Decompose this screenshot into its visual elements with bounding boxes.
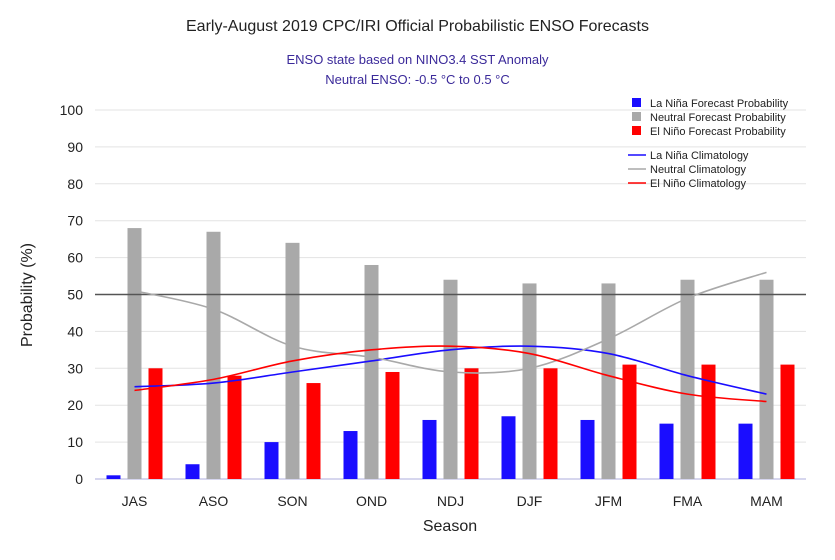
y-tick-label: 10 xyxy=(67,434,83,450)
bar-el-ni-o-forecast-probability xyxy=(622,364,637,479)
x-tick-label: DJF xyxy=(517,493,543,509)
x-tick-label: MAM xyxy=(750,493,783,509)
x-tick-label: ASO xyxy=(199,493,229,509)
chart-subtitle-line-2: Neutral ENSO: -0.5 °C to 0.5 °C xyxy=(325,72,510,87)
legend-label: Neutral Climatology xyxy=(650,164,746,176)
x-tick-label: JAS xyxy=(122,493,148,509)
bar-la-ni-a-forecast-probability xyxy=(185,464,200,479)
line-la-ni-a-climatology xyxy=(134,345,767,395)
bar-el-ni-o-forecast-probability xyxy=(227,375,242,479)
bar-la-ni-a-forecast-probability xyxy=(264,442,279,479)
bar-neutral-forecast-probability xyxy=(206,231,221,479)
line-neutral-climatology xyxy=(134,271,767,374)
bar-la-ni-a-forecast-probability xyxy=(422,419,437,479)
x-tick-label: FMA xyxy=(673,493,703,509)
legend-label: La Niña Climatology xyxy=(650,150,749,162)
bar-el-ni-o-forecast-probability xyxy=(148,368,163,479)
bar-la-ni-a-forecast-probability xyxy=(580,419,595,479)
bar-la-ni-a-forecast-probability xyxy=(501,416,516,479)
bar-el-ni-o-forecast-probability xyxy=(543,368,558,479)
y-tick-label: 0 xyxy=(75,471,83,487)
chart-title: Early-August 2019 CPC/IRI Official Proba… xyxy=(186,18,649,35)
bar-neutral-forecast-probability xyxy=(443,279,458,479)
bar-la-ni-a-forecast-probability xyxy=(343,431,358,479)
legend-label: El Niño Forecast Probability xyxy=(650,126,786,138)
bar-la-ni-a-forecast-probability xyxy=(106,475,121,479)
y-tick-label: 20 xyxy=(67,397,83,413)
bar-neutral-forecast-probability xyxy=(522,283,537,479)
legend-label: La Niña Forecast Probability xyxy=(650,98,789,110)
bar-neutral-forecast-probability xyxy=(759,279,774,479)
legend-label: El Niño Climatology xyxy=(650,178,746,190)
y-tick-label: 100 xyxy=(60,102,84,118)
bar-la-ni-a-forecast-probability xyxy=(659,423,674,479)
y-tick-label: 30 xyxy=(67,360,83,376)
bar-la-ni-a-forecast-probability xyxy=(738,423,753,479)
y-tick-label: 50 xyxy=(67,287,83,303)
x-axis-title: Season xyxy=(423,518,477,535)
chart-subtitle-line-1: ENSO state based on NINO3.4 SST Anomaly xyxy=(286,52,549,67)
y-tick-label: 80 xyxy=(67,176,83,192)
bar-el-ni-o-forecast-probability xyxy=(385,371,400,479)
x-tick-label: OND xyxy=(356,493,387,509)
bar-neutral-forecast-probability xyxy=(364,264,379,479)
x-tick-label: NDJ xyxy=(437,493,464,509)
bar-neutral-forecast-probability xyxy=(127,228,142,479)
y-tick-label: 70 xyxy=(67,213,83,229)
line-el-ni-o-climatology xyxy=(134,345,767,403)
bar-el-ni-o-forecast-probability xyxy=(464,368,479,479)
x-tick-label: SON xyxy=(277,493,307,509)
bar-el-ni-o-forecast-probability xyxy=(701,364,716,479)
y-tick-label: 90 xyxy=(67,139,83,155)
y-tick-label: 40 xyxy=(67,323,83,339)
bar-neutral-forecast-probability xyxy=(601,283,616,479)
bar-neutral-forecast-probability xyxy=(680,279,695,479)
x-tick-label: JFM xyxy=(595,493,622,509)
legend-label: Neutral Forecast Probability xyxy=(650,112,786,124)
bar-el-ni-o-forecast-probability xyxy=(780,364,795,479)
legend-swatch xyxy=(632,98,641,107)
y-axis-title: Probability (%) xyxy=(19,243,36,347)
bar-el-ni-o-forecast-probability xyxy=(306,383,321,479)
legend-swatch xyxy=(632,126,641,135)
legend-swatch xyxy=(632,112,641,121)
y-tick-label: 60 xyxy=(67,250,83,266)
